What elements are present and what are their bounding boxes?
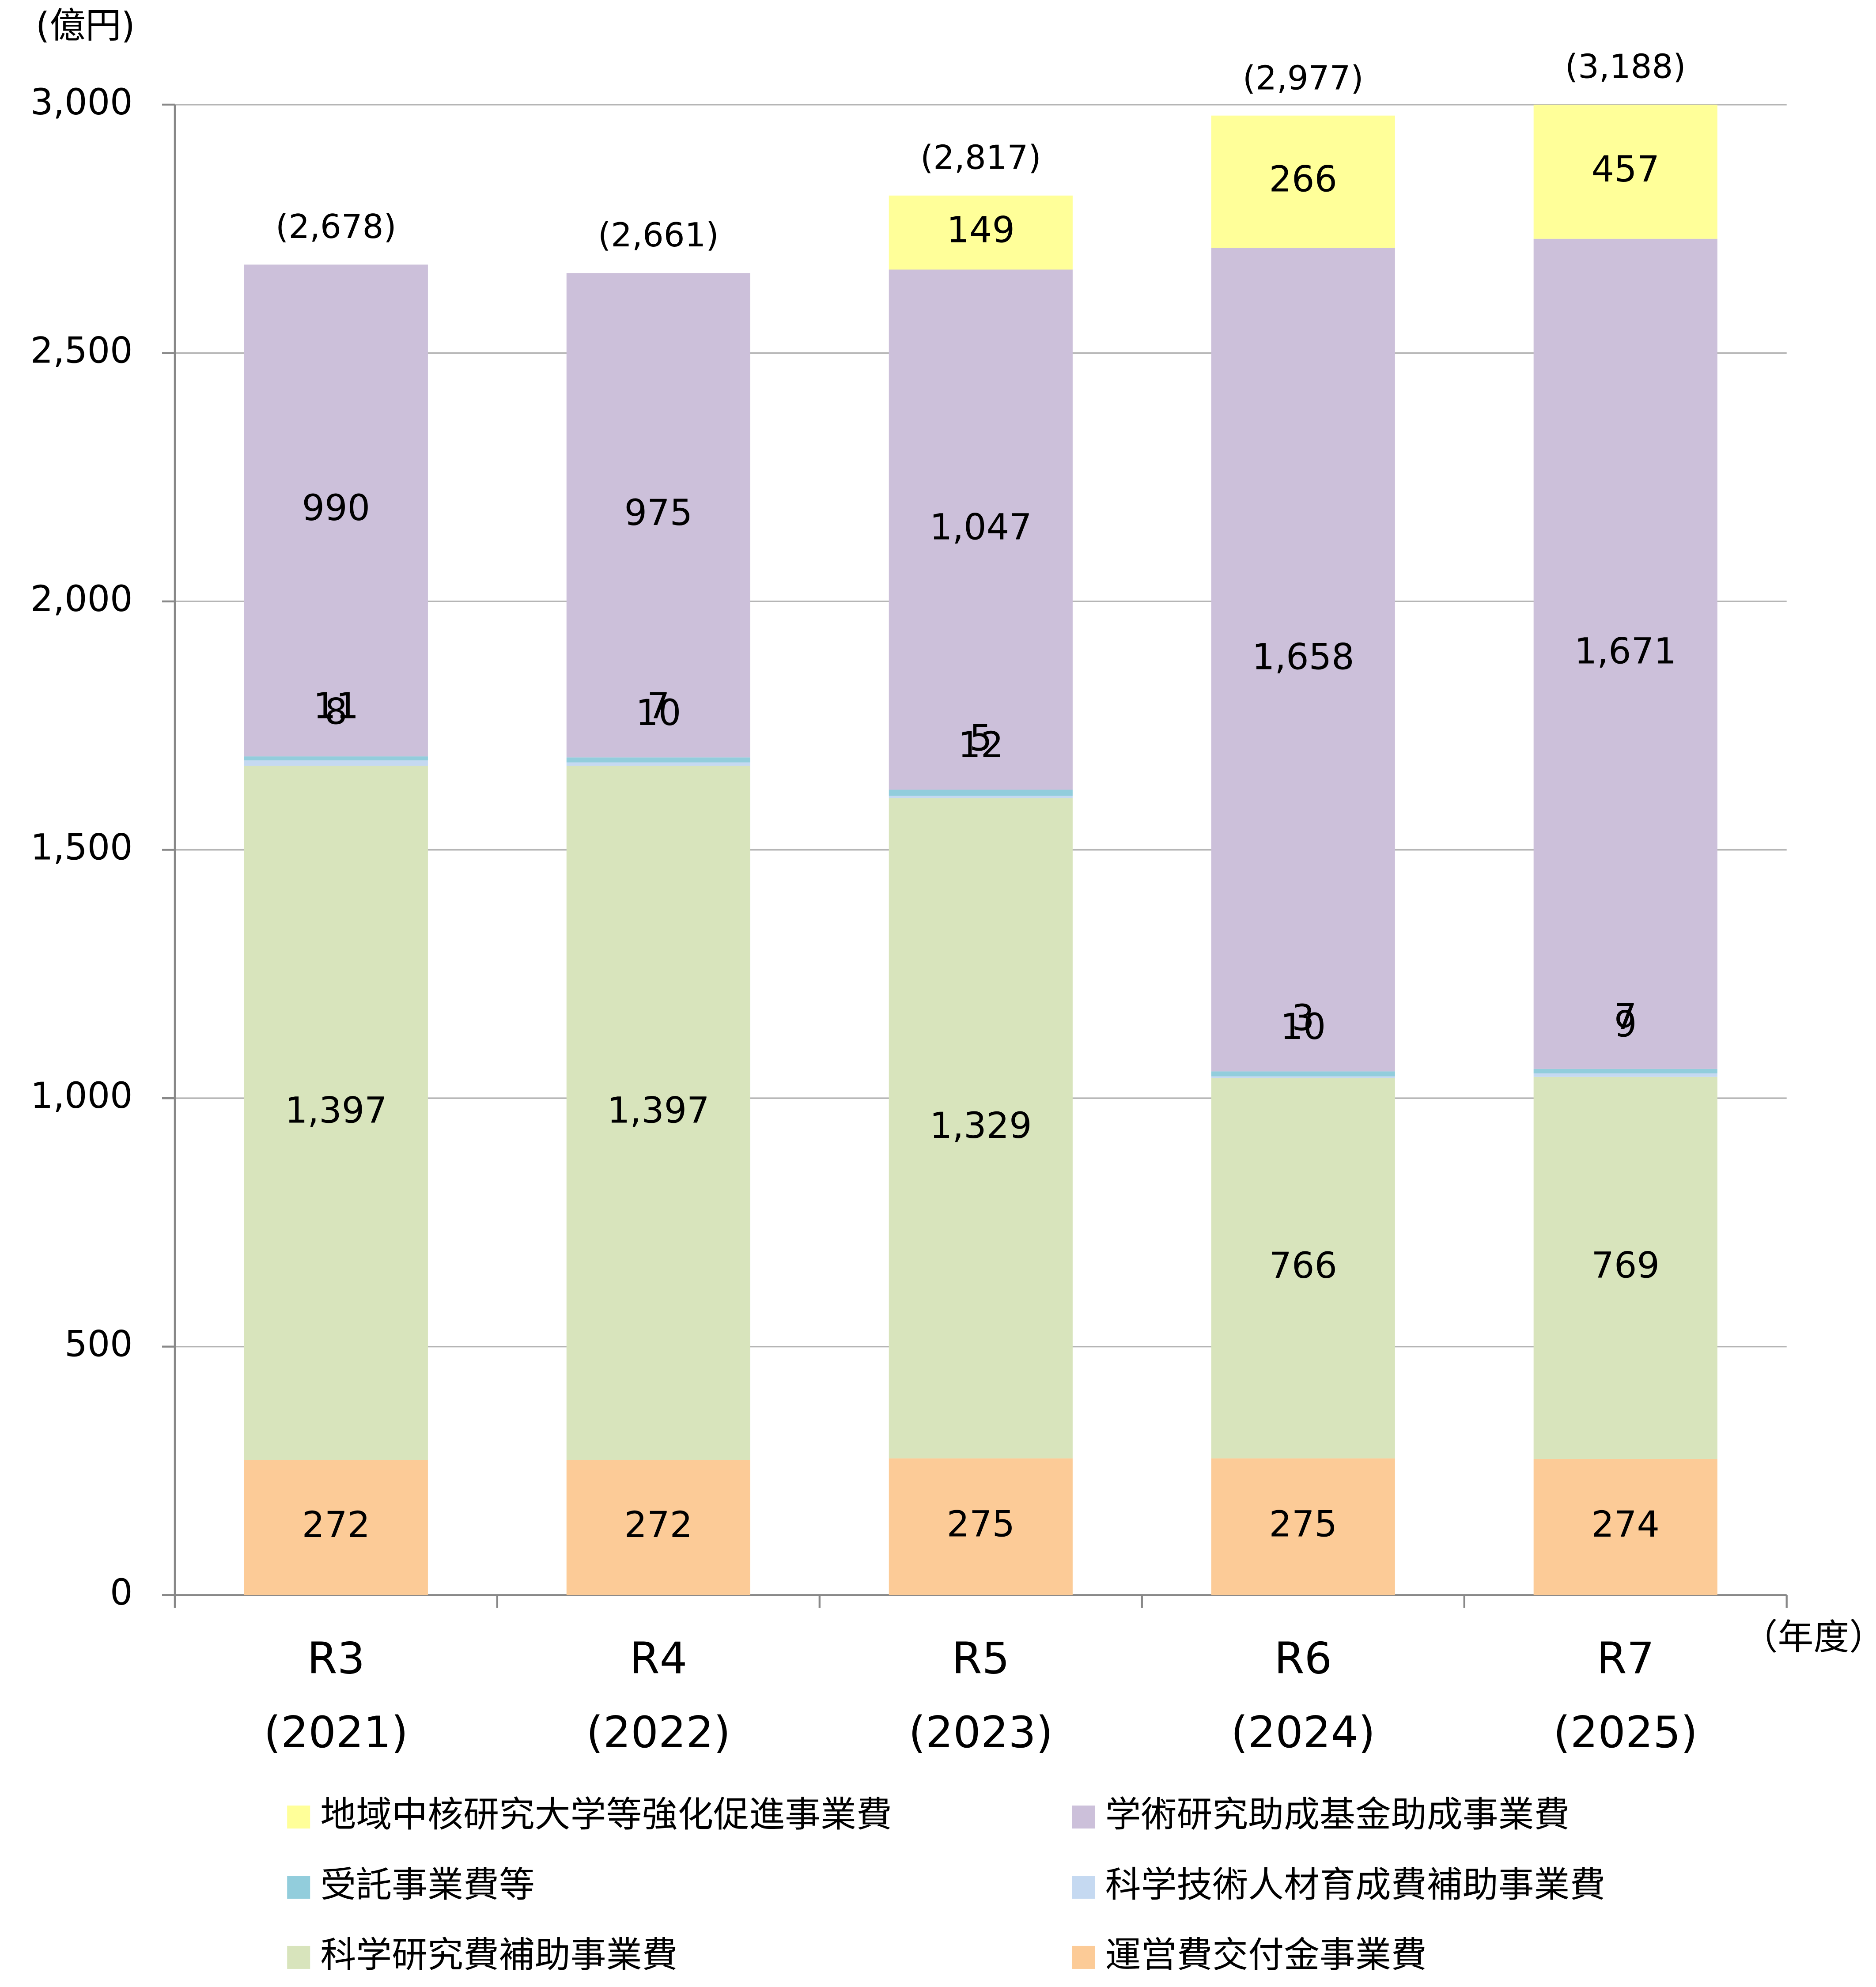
bar-segment [1211,1076,1395,1078]
bar-segment [1211,247,1395,1072]
y-tick-label: 0 [110,1572,132,1613]
legend-swatch [1072,1945,1095,1969]
data-label: 990 [302,487,370,529]
bar-segment [244,766,428,1460]
data-label: 1,397 [285,1090,387,1131]
data-label: 1,047 [930,506,1032,548]
bar-segment [889,790,1073,796]
data-label: 457 [1592,149,1660,190]
bar-segment [1533,1073,1717,1077]
total-label: (2,661) [598,215,719,254]
bar-segment [1533,1077,1717,1459]
bar-segment [1533,104,1717,239]
x-tick-label: R3 [307,1633,365,1684]
y-tick-label: 1,500 [30,827,133,869]
x-tick-label: (2022) [586,1707,730,1758]
total-label: (2,678) [276,207,397,246]
total-label: (2,817) [920,138,1041,177]
bar-segment [244,760,428,766]
data-label: 274 [1592,1504,1660,1545]
data-label: 1,329 [930,1105,1032,1147]
x-tick-label: (2023) [908,1707,1053,1758]
legend-swatch [287,1945,310,1969]
total-label: (2,977) [1243,58,1364,97]
y-tick-label: 2,500 [30,330,133,371]
data-label: 769 [1592,1245,1660,1286]
legend-swatch [1072,1806,1095,1829]
bar-segment [1211,1078,1395,1458]
legend-label: 科学技術人材育成費補助事業費 [1105,1864,1606,1906]
bar-segment [244,756,428,761]
bar-segment [1533,1069,1717,1073]
data-label: 10 [635,692,681,734]
bar-segment [889,1458,1073,1595]
data-label: 5 [969,718,992,759]
data-label: 149 [947,210,1015,251]
bar-segment [566,757,750,763]
data-label: 1,658 [1252,637,1354,678]
bar-segment [1533,238,1717,1069]
bar-segment [1211,1071,1395,1077]
bar-segment [566,766,750,1460]
x-tick-label: (2024) [1231,1707,1375,1758]
data-label: 10 [1280,1006,1326,1048]
bars [244,104,1717,1595]
data-label: 11 [313,685,359,727]
bar-segment [889,795,1073,798]
legend-label: 地域中核研究大学等強化促進事業費 [320,1794,892,1836]
y-tick-label: 1,000 [30,1075,133,1117]
bar-segment [1211,1458,1395,1595]
bar-segment [244,264,428,757]
x-tick-label: R6 [1274,1633,1332,1684]
legend-swatch [1072,1876,1095,1899]
y-tick-label: 500 [64,1324,132,1365]
total-label: (3,188) [1565,47,1686,86]
legend-label: 科学研究費補助事業費 [320,1934,677,1976]
y-tick-label: 2,000 [30,578,133,620]
data-label: 9 [1614,1004,1637,1045]
legend-label: 運営費交付金事業費 [1105,1934,1427,1976]
y-tick-label: 3,000 [30,82,133,123]
data-label: 272 [624,1504,692,1546]
x-axis-label: （年度） [1742,1617,1876,1658]
data-label: 766 [1269,1245,1337,1287]
data-label: 1,671 [1574,631,1677,672]
data-label: 275 [1269,1504,1337,1545]
bar-segment [889,269,1073,790]
legend-swatch [287,1806,310,1829]
bar-segment [889,798,1073,1458]
legend-label: 学術研究助成基金助成事業費 [1105,1794,1570,1836]
legend-swatch [287,1876,310,1899]
data-label: 12 [958,725,1003,766]
data-label: 975 [624,492,692,534]
bar-segment [566,1460,750,1595]
data-label: 275 [947,1504,1015,1545]
data-label: 1,397 [607,1090,710,1131]
labels: 0 500 1,000 1,500 2,000 2,500 3,000 R3 (2021) 272… [30,47,1698,1976]
bar-segment [1533,1458,1717,1595]
x-tick-label: (2025) [1553,1707,1698,1758]
bar-segment [889,195,1073,270]
x-tick-label: R5 [952,1633,1010,1684]
bar-segment [566,762,750,766]
bar-segment [1211,115,1395,248]
data-label: 272 [302,1504,370,1546]
legend-label: 受託事業費等 [320,1864,534,1906]
x-tick-label: (2021) [264,1707,408,1758]
data-label: 266 [1269,159,1337,200]
bar-segment [244,1460,428,1595]
data-label: 7 [647,685,669,727]
data-label: 8 [325,691,347,733]
data-label: 7 [1614,997,1637,1038]
data-label: 3 [1292,997,1314,1039]
bar-segment [566,273,750,758]
y-axis-label: (億円) [36,5,135,47]
x-tick-label: R4 [629,1633,687,1684]
x-tick-label: R7 [1596,1633,1654,1684]
